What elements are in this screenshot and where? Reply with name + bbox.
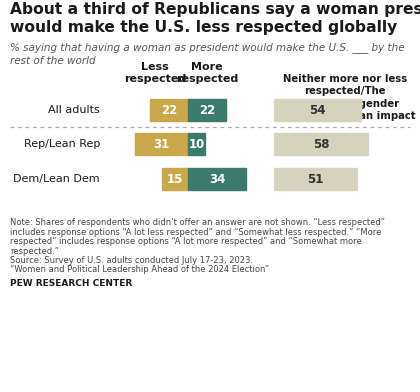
Text: 51: 51 (307, 172, 323, 185)
Text: 31: 31 (153, 138, 169, 151)
Text: All adults: All adults (48, 105, 100, 115)
Text: Note: Shares of respondents who didn’t offer an answer are not shown. “Less resp: Note: Shares of respondents who didn’t o… (10, 218, 385, 227)
Bar (162, 168, 188, 190)
Text: % saying that having a woman as president would make the U.S. ___ by the
rest of: % saying that having a woman as presiden… (10, 42, 404, 66)
Text: 10: 10 (189, 138, 205, 151)
Text: 15: 15 (167, 172, 183, 185)
Text: 22: 22 (161, 103, 177, 116)
Text: includes response options “A lot less respected” and “Somewhat less respected.” : includes response options “A lot less re… (10, 227, 381, 236)
Text: 58: 58 (313, 138, 329, 151)
Bar (274, 168, 357, 190)
Text: Source: Survey of U.S. adults conducted July 17-23, 2023.: Source: Survey of U.S. adults conducted … (10, 256, 253, 265)
Bar (135, 133, 188, 155)
Text: 22: 22 (199, 103, 215, 116)
Text: PEW RESEARCH CENTER: PEW RESEARCH CENTER (10, 279, 132, 288)
Text: Dem/Lean Dem: Dem/Lean Dem (13, 174, 100, 184)
Bar (150, 99, 188, 121)
Text: 54: 54 (310, 103, 326, 116)
Bar (188, 168, 247, 190)
Text: About a third of Republicans say a woman president
would make the U.S. less resp: About a third of Republicans say a woman… (10, 2, 420, 35)
Text: respected” includes response options “A lot more respected” and “Somewhat more: respected” includes response options “A … (10, 237, 362, 246)
Bar (274, 99, 362, 121)
Text: “Women and Political Leadership Ahead of the 2024 Election”: “Women and Political Leadership Ahead of… (10, 265, 269, 274)
Text: Less
respected: Less respected (124, 62, 186, 84)
Text: 34: 34 (209, 172, 226, 185)
Bar (188, 99, 226, 121)
Text: More
respected: More respected (176, 62, 238, 84)
Bar (274, 133, 368, 155)
Text: Neither more nor less
respected/The
president's gender
wouldn't have an impact: Neither more nor less respected/The pres… (275, 74, 415, 121)
Bar (188, 133, 205, 155)
Text: Rep/Lean Rep: Rep/Lean Rep (24, 139, 100, 149)
Text: respected.”: respected.” (10, 247, 59, 256)
